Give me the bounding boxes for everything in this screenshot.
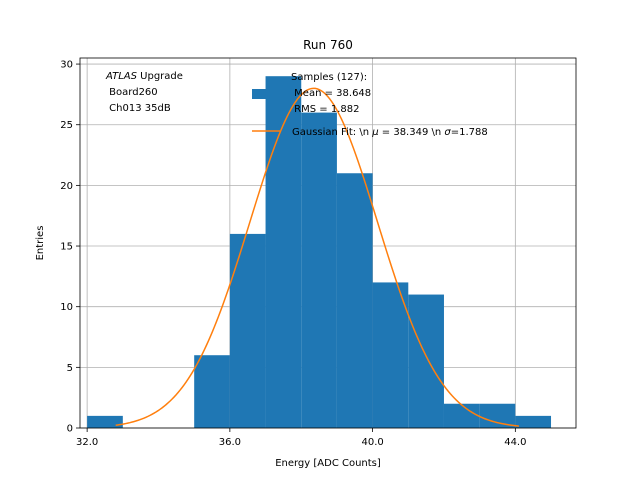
y-tick-label: 25 <box>60 120 73 131</box>
histogram-bar <box>229 233 266 428</box>
x-axis-ticks: 32.0 36.0 40.0 44.0 <box>76 428 526 448</box>
annotation-atlas: ATLAS <box>105 71 138 82</box>
legend-histogram-line-2: Mean = 38.648 <box>291 88 371 99</box>
histogram-bar <box>372 282 409 428</box>
annotation-line-3: Ch013 35dB <box>106 103 171 114</box>
histogram-bar <box>515 415 552 428</box>
y-tick-label: 15 <box>60 242 73 253</box>
x-tick-label: 32.0 <box>76 437 98 448</box>
histogram-bar <box>301 112 337 429</box>
y-tick-label: 5 <box>67 363 73 374</box>
x-axis-label: Energy [ADC Counts] <box>275 458 381 469</box>
histogram-bar <box>194 355 230 428</box>
plot-frame <box>79 57 577 429</box>
y-axis-label: Entries <box>35 226 46 261</box>
y-tick-label: 30 <box>60 60 73 71</box>
gaussian-fit-line <box>115 87 519 427</box>
histogram-bar <box>87 415 123 428</box>
legend-histogram-swatch <box>252 89 280 99</box>
y-axis-ticks: 0 5 10 15 20 25 30 <box>60 60 80 435</box>
chart-title: Run 760 <box>303 38 353 52</box>
legend-histogram-line-3: RMS = 1.882 <box>291 104 359 115</box>
x-tick-label: 44.0 <box>504 437 526 448</box>
annotation-upgrade: Upgrade <box>137 71 183 82</box>
legend-fit-mu-value: = 38.349 \n <box>379 127 445 138</box>
y-tick-label: 0 <box>67 424 73 435</box>
legend-fit-prefix: Gaussian Fit: \n <box>292 127 372 138</box>
x-tick-label: 36.0 <box>219 437 241 448</box>
legend-fit-mu-symbol: μ <box>371 127 378 138</box>
annotation-line-2: Board260 <box>106 87 158 98</box>
histogram-bar <box>265 76 302 429</box>
histogram-bar <box>336 173 373 428</box>
y-tick-label: 10 <box>60 302 73 313</box>
annotation-line-1: ATLAS Upgrade <box>105 71 183 82</box>
legend-histogram-line-1: Samples (127): <box>291 72 367 83</box>
annotation-box: ATLAS Upgrade Board260 Ch013 35dB <box>105 71 183 114</box>
legend-fit-label: Gaussian Fit: \n μ = 38.349 \n σ=1.788 <box>292 127 488 138</box>
legend-fit-sigma-symbol: σ <box>444 127 451 138</box>
histogram-bar <box>443 403 480 428</box>
x-tick-label: 40.0 <box>361 437 383 448</box>
histogram-bar <box>479 403 516 428</box>
legend: Samples (127): Mean = 38.648 RMS = 1.882… <box>252 72 488 138</box>
y-tick-label: 20 <box>60 181 73 192</box>
histogram-bar <box>408 294 444 428</box>
legend-fit-sigma-value: =1.788 <box>451 127 488 138</box>
